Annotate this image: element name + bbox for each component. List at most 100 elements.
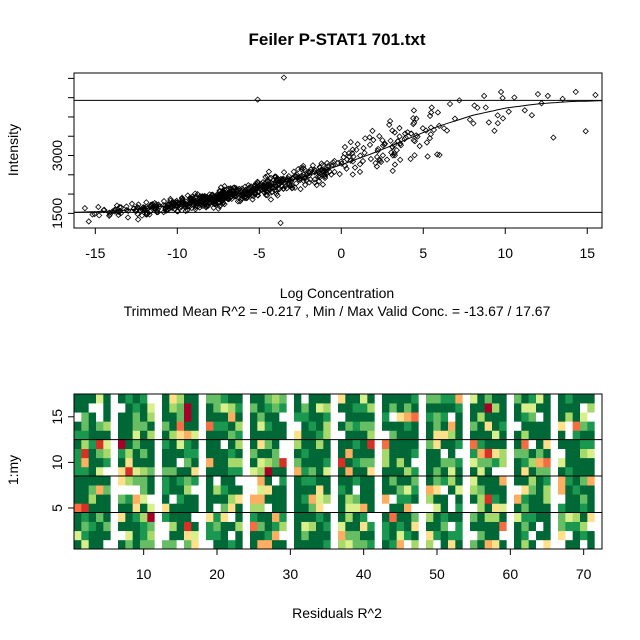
heatmap-cell — [184, 394, 192, 404]
data-point-289 — [343, 165, 350, 172]
heatmap-cell — [206, 521, 214, 532]
heatmap-cell — [140, 448, 148, 459]
heatmap-cell — [521, 430, 529, 440]
heatmap-cell — [565, 448, 573, 459]
data-point-623 — [315, 177, 323, 185]
heatmap-cell — [96, 466, 104, 477]
heatmap-cell — [484, 466, 493, 477]
heatmap-cell — [294, 403, 302, 413]
heatmap-cell — [396, 503, 405, 513]
heatmap-cell — [514, 503, 522, 513]
heatmap-cell — [118, 512, 126, 522]
data-point-697 — [192, 206, 199, 213]
heatmap-cell — [565, 457, 573, 468]
data-point-337 — [534, 90, 542, 98]
heatmap-cell — [96, 494, 104, 504]
heatmap-cell — [132, 530, 141, 541]
x-axis-ticks: -15 -10 -5 0 5 10 15 — [85, 228, 595, 261]
data-point-442 — [316, 164, 324, 171]
heatmap-cell — [521, 503, 529, 513]
heatmap-cell — [250, 448, 258, 459]
heatmap-cell — [294, 521, 302, 532]
heatmap-cell — [484, 476, 493, 486]
heatmap-cell — [499, 394, 507, 404]
heatmap-cell — [96, 503, 104, 513]
heatmap-cell — [198, 539, 207, 550]
heatmap-cell — [308, 439, 317, 450]
heatmap-cell — [426, 448, 434, 459]
heatmap-cell — [242, 403, 251, 413]
heatmap-cell — [492, 403, 500, 413]
heatmap-cell — [426, 430, 434, 440]
heatmap-cell — [184, 430, 192, 440]
heatmap-cell — [448, 466, 456, 477]
heatmap-cell — [367, 485, 375, 495]
heatmap-cell — [426, 457, 434, 468]
heatmap-cell — [169, 485, 177, 495]
heatmap-cell — [558, 439, 566, 450]
heatmap-cell — [191, 439, 199, 450]
heatmap-cell — [470, 439, 478, 450]
heatmap-cell — [587, 476, 595, 486]
heatmap-cell — [426, 421, 434, 431]
heatmap-cell — [169, 539, 177, 550]
x-axis-label: Log Concentration — [280, 285, 394, 301]
heatmap-cell — [140, 530, 148, 541]
heatmap-cell — [301, 539, 309, 550]
heatmap-cell — [301, 448, 309, 459]
heatmap-cell — [147, 412, 155, 422]
heatmap-cell — [169, 512, 177, 522]
heatmap-cell — [74, 421, 82, 431]
data-point-94 — [302, 181, 309, 189]
heatmap-cell — [301, 494, 309, 504]
heatmap-cell — [389, 539, 397, 550]
data-point-397 — [293, 171, 301, 178]
scatter-panel — [74, 74, 602, 227]
outlier-point-3 — [592, 91, 599, 99]
data-point-713 — [247, 188, 254, 195]
heatmap-cell — [374, 394, 383, 404]
heatmap-cell — [528, 457, 537, 468]
heatmap-cell — [316, 421, 324, 431]
heatmap-cell — [484, 430, 493, 440]
heatmap-cell — [330, 430, 339, 440]
heatmap-cell — [242, 530, 251, 541]
heatmap-cell — [132, 539, 141, 550]
heatmap-cell — [426, 530, 434, 541]
heatmap-cell — [330, 439, 339, 450]
heatmap-cell — [191, 412, 199, 422]
heatmap-cell — [455, 476, 463, 486]
heatmap-cell — [492, 412, 500, 422]
data-point-527 — [391, 152, 399, 159]
heatmap-cell — [367, 412, 375, 422]
heatmap-cell — [521, 439, 529, 450]
heatmap-cell — [448, 476, 456, 486]
heatmap-cell — [301, 512, 309, 522]
heatmap-cell — [565, 430, 573, 440]
heatmap-cell — [580, 457, 588, 468]
heatmap-cell — [462, 466, 471, 477]
data-point-676 — [251, 190, 258, 197]
heatmap-cell — [154, 539, 163, 550]
heatmap-cell — [176, 485, 185, 495]
heatmap-cell — [506, 394, 515, 404]
heatmap-cell — [536, 503, 544, 513]
heatmap-cell — [96, 403, 104, 413]
heatmap-cell — [294, 530, 302, 541]
heatmap-cell — [352, 412, 361, 422]
data-point-277 — [249, 196, 256, 203]
heatmap-cell — [374, 485, 383, 495]
heatmap-cell — [250, 403, 258, 413]
heatmap-cell — [580, 494, 588, 504]
heatmap-cell — [272, 494, 280, 504]
heatmap-cell — [499, 512, 507, 522]
heatmap-cell — [323, 476, 331, 486]
heatmap-cell — [257, 430, 265, 440]
data-point-393 — [383, 156, 391, 163]
heatmap-cell — [477, 430, 485, 440]
heatmap-cell — [279, 394, 287, 404]
heatmap-cell — [286, 394, 295, 404]
data-point-574 — [216, 187, 223, 194]
data-point-571 — [294, 174, 301, 181]
heatmap-cell — [484, 448, 493, 459]
